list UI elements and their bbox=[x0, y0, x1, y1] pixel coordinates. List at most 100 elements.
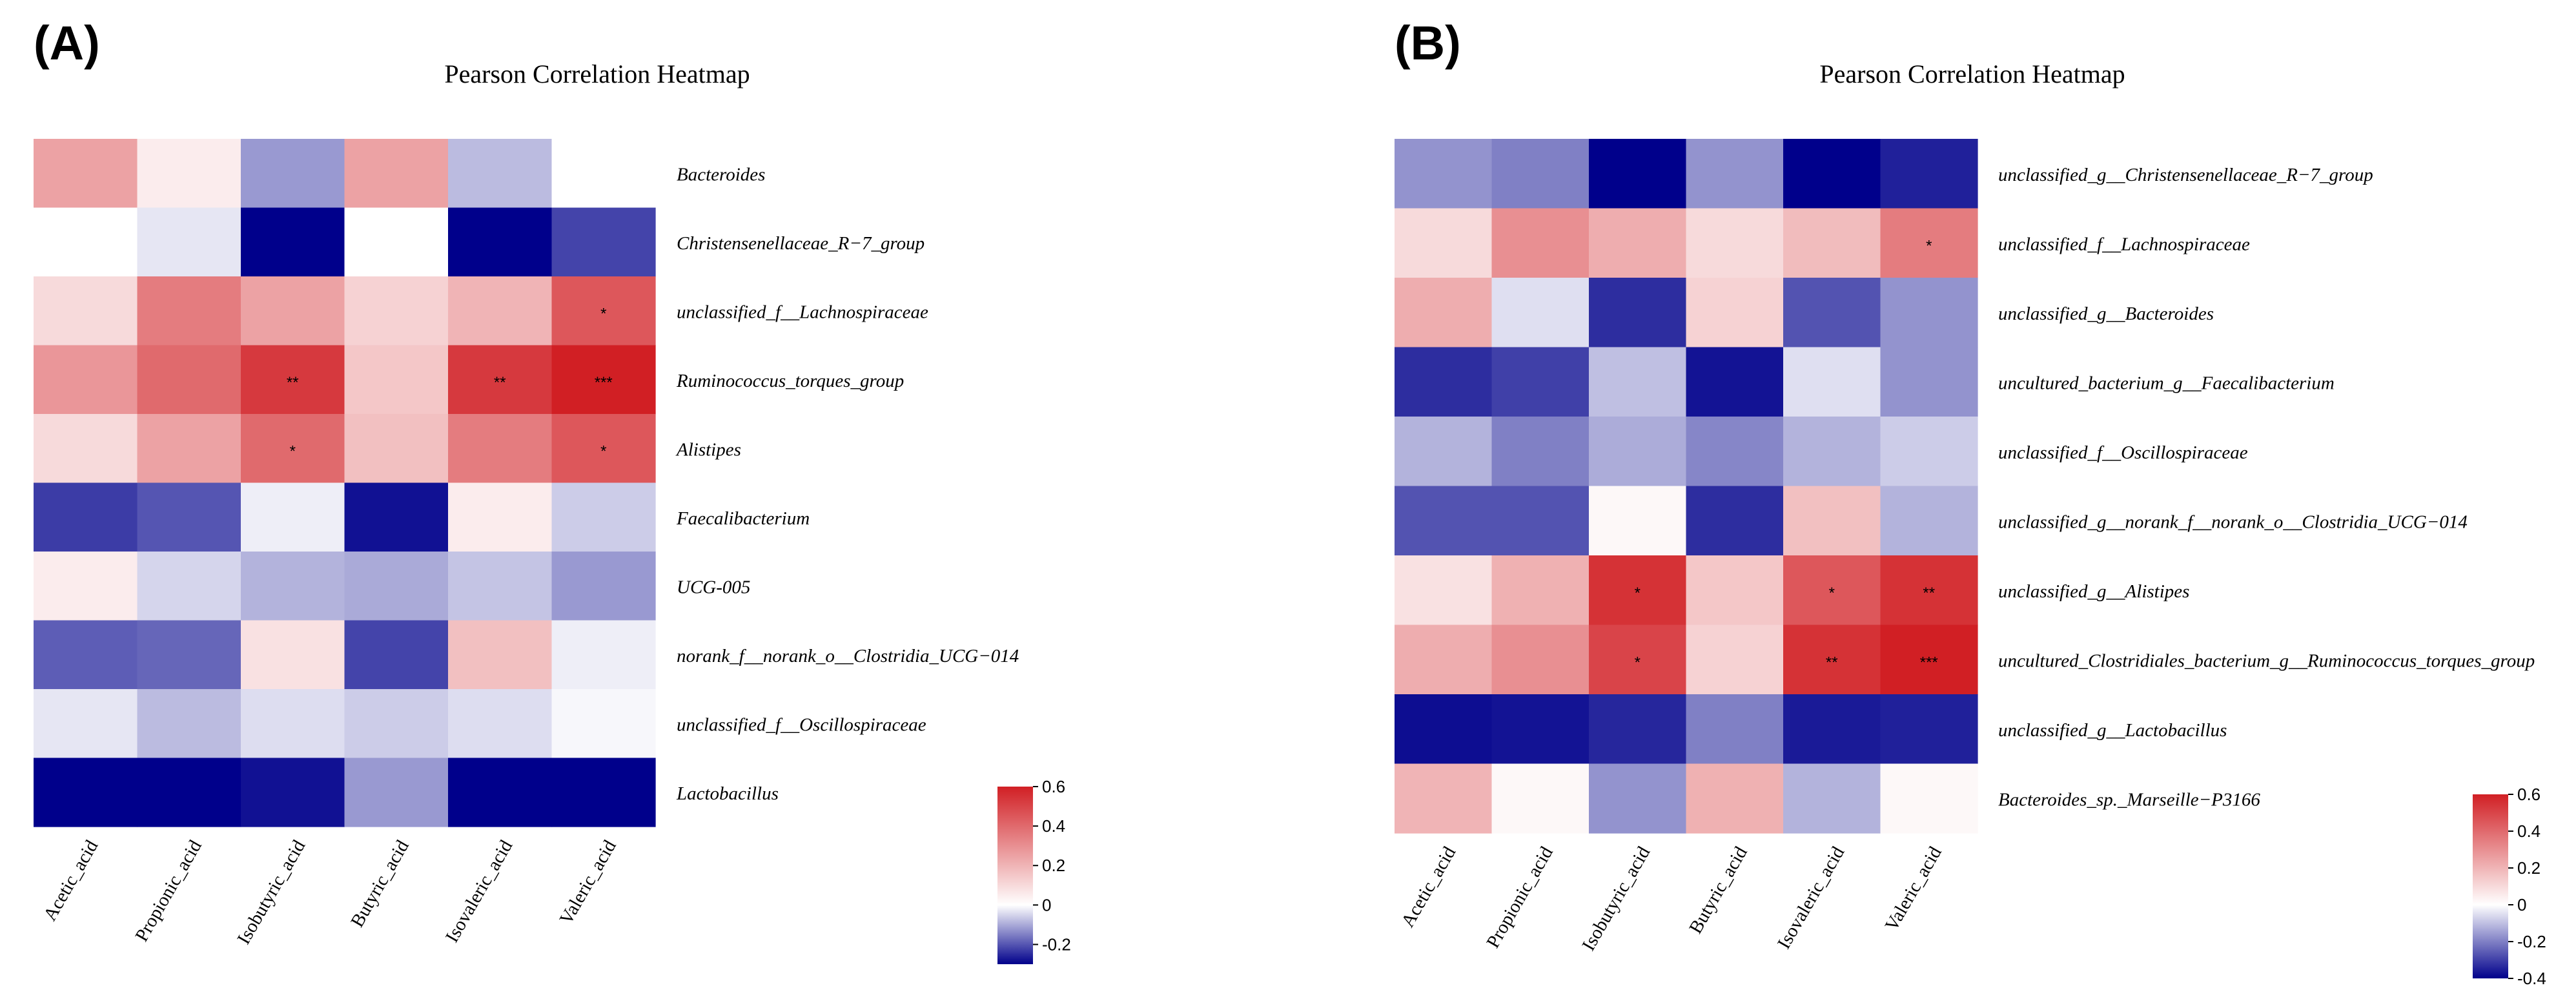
heatmap-cell bbox=[344, 758, 449, 827]
row-label: Bacteroides_sp._Marseille−P3166 bbox=[1998, 789, 2260, 810]
heatmap-cell bbox=[1686, 139, 1784, 209]
column-label: Acetic_acid bbox=[39, 836, 102, 924]
heatmap-cell bbox=[137, 482, 241, 552]
heatmap-cell bbox=[241, 482, 345, 552]
heatmap-cell bbox=[137, 276, 241, 346]
column-label: Isobutyric_acid bbox=[1578, 843, 1654, 955]
heatmap-cell bbox=[1395, 278, 1493, 348]
heatmap-cell bbox=[1880, 347, 1978, 417]
heatmap-cell bbox=[1589, 417, 1687, 487]
colorbar-tick-label: 0.4 bbox=[1042, 816, 1065, 836]
heatmap-cell bbox=[1880, 555, 1978, 626]
column-label: Isovaleric_acid bbox=[442, 836, 517, 946]
heatmap-cell bbox=[1589, 694, 1687, 765]
significance-marker: ** bbox=[287, 374, 299, 391]
heatmap-cell bbox=[344, 689, 449, 759]
heatmap-cell bbox=[1491, 486, 1590, 556]
colorbar bbox=[997, 787, 1033, 964]
column-label: Butyric_acid bbox=[1685, 843, 1752, 937]
heatmap-cell bbox=[34, 276, 138, 346]
heatmap-cell bbox=[1589, 624, 1687, 695]
heatmap-cell bbox=[34, 620, 138, 690]
heatmap-cell bbox=[1491, 278, 1590, 348]
heatmap-cell bbox=[1880, 694, 1978, 765]
heatmap-cell bbox=[448, 689, 553, 759]
column-label: Propionic_acid bbox=[1482, 843, 1557, 951]
heatmap-cell bbox=[1395, 417, 1493, 487]
heatmap-cell bbox=[1783, 555, 1881, 626]
heatmap-cell bbox=[1783, 624, 1881, 695]
heatmap-cell bbox=[344, 276, 449, 346]
heatmap-cell bbox=[1783, 763, 1881, 834]
panel-label: (A) bbox=[34, 16, 100, 70]
heatmap-cell bbox=[1686, 763, 1784, 834]
heatmap-cell bbox=[1686, 417, 1784, 487]
heatmap-cell bbox=[1783, 694, 1881, 765]
row-label: Bacteroides bbox=[677, 164, 765, 185]
heatmap-cell bbox=[1880, 208, 1978, 278]
heatmap-cell bbox=[1491, 624, 1590, 695]
heatmap-cell bbox=[1783, 278, 1881, 348]
heatmap-cell bbox=[344, 482, 449, 552]
significance-marker: * bbox=[1635, 584, 1641, 602]
heatmap-cell bbox=[344, 207, 449, 277]
heatmap-cell bbox=[1491, 763, 1590, 834]
row-label: UCG-005 bbox=[677, 577, 750, 597]
heatmap-cell bbox=[1491, 139, 1590, 209]
row-label: Alistipes bbox=[675, 439, 741, 460]
heatmap-cell bbox=[241, 139, 345, 209]
heatmap-cell bbox=[551, 345, 656, 415]
heatmap-cell bbox=[34, 758, 138, 827]
heatmap-cell bbox=[1491, 208, 1590, 278]
heatmap-cell bbox=[1880, 139, 1978, 209]
heatmap-cell bbox=[1589, 208, 1687, 278]
heatmap-cell bbox=[448, 758, 553, 827]
heatmap-cell bbox=[1395, 208, 1493, 278]
heatmap-cell bbox=[1880, 486, 1978, 556]
row-label: Ruminococcus_torques_group bbox=[676, 371, 904, 391]
heatmap-cell bbox=[551, 758, 656, 827]
chart-title: Pearson Correlation Heatmap bbox=[444, 59, 750, 88]
heatmap-cell bbox=[448, 482, 553, 552]
heatmap-cell bbox=[1686, 694, 1784, 765]
heatmap-cell bbox=[1783, 486, 1881, 556]
heatmap-cell bbox=[551, 414, 656, 484]
heatmap-cell bbox=[241, 552, 345, 621]
heatmap-cell bbox=[551, 276, 656, 346]
colorbar-tick-label: 0.2 bbox=[1042, 856, 1065, 875]
row-label: Faecalibacterium bbox=[676, 508, 810, 529]
heatmap-cell bbox=[344, 139, 449, 209]
heatmap-cell bbox=[1880, 763, 1978, 834]
column-label: Butyric_acid bbox=[347, 836, 413, 931]
heatmap-cell bbox=[241, 414, 345, 484]
heatmap-cell bbox=[1589, 347, 1687, 417]
heatmap-cell bbox=[137, 207, 241, 277]
heatmap-cell bbox=[1589, 139, 1687, 209]
heatmap-cell bbox=[551, 482, 656, 552]
heatmap-cell bbox=[1783, 417, 1881, 487]
row-label: norank_f__norank_o__Clostridia_UCG−014 bbox=[677, 646, 1019, 666]
colorbar-tick-label: -0.2 bbox=[2517, 932, 2546, 951]
colorbar-tick-label: 0 bbox=[2517, 895, 2526, 914]
heatmap-cell bbox=[448, 552, 553, 621]
panel-a: (A) Pearson Correlation Heatmap Bacteroide… bbox=[34, 16, 1071, 964]
row-label: unclassified_g__Bacteroides bbox=[1998, 304, 2214, 324]
colorbar-tick-label: -0.4 bbox=[2517, 969, 2546, 988]
heatmap-cell bbox=[551, 689, 656, 759]
row-label: uncultured_bacterium_g__Faecalibacterium bbox=[1998, 373, 2335, 393]
heatmap-cell bbox=[1491, 347, 1590, 417]
column-label: Valeric_acid bbox=[556, 836, 620, 928]
heatmap-cell bbox=[34, 552, 138, 621]
heatmap-cell bbox=[551, 139, 656, 209]
significance-marker: * bbox=[600, 442, 606, 460]
heatmap-cell bbox=[1880, 624, 1978, 695]
heatmap-cell bbox=[1395, 624, 1493, 695]
column-label: Isobutyric_acid bbox=[233, 836, 309, 948]
heatmap-cell bbox=[1395, 486, 1493, 556]
significance-marker: * bbox=[1926, 237, 1932, 254]
colorbar-tick-label: 0 bbox=[1042, 895, 1051, 914]
significance-marker: * bbox=[1635, 654, 1641, 671]
heatmap-cell bbox=[1783, 139, 1881, 209]
heatmap-cell bbox=[1491, 555, 1590, 626]
